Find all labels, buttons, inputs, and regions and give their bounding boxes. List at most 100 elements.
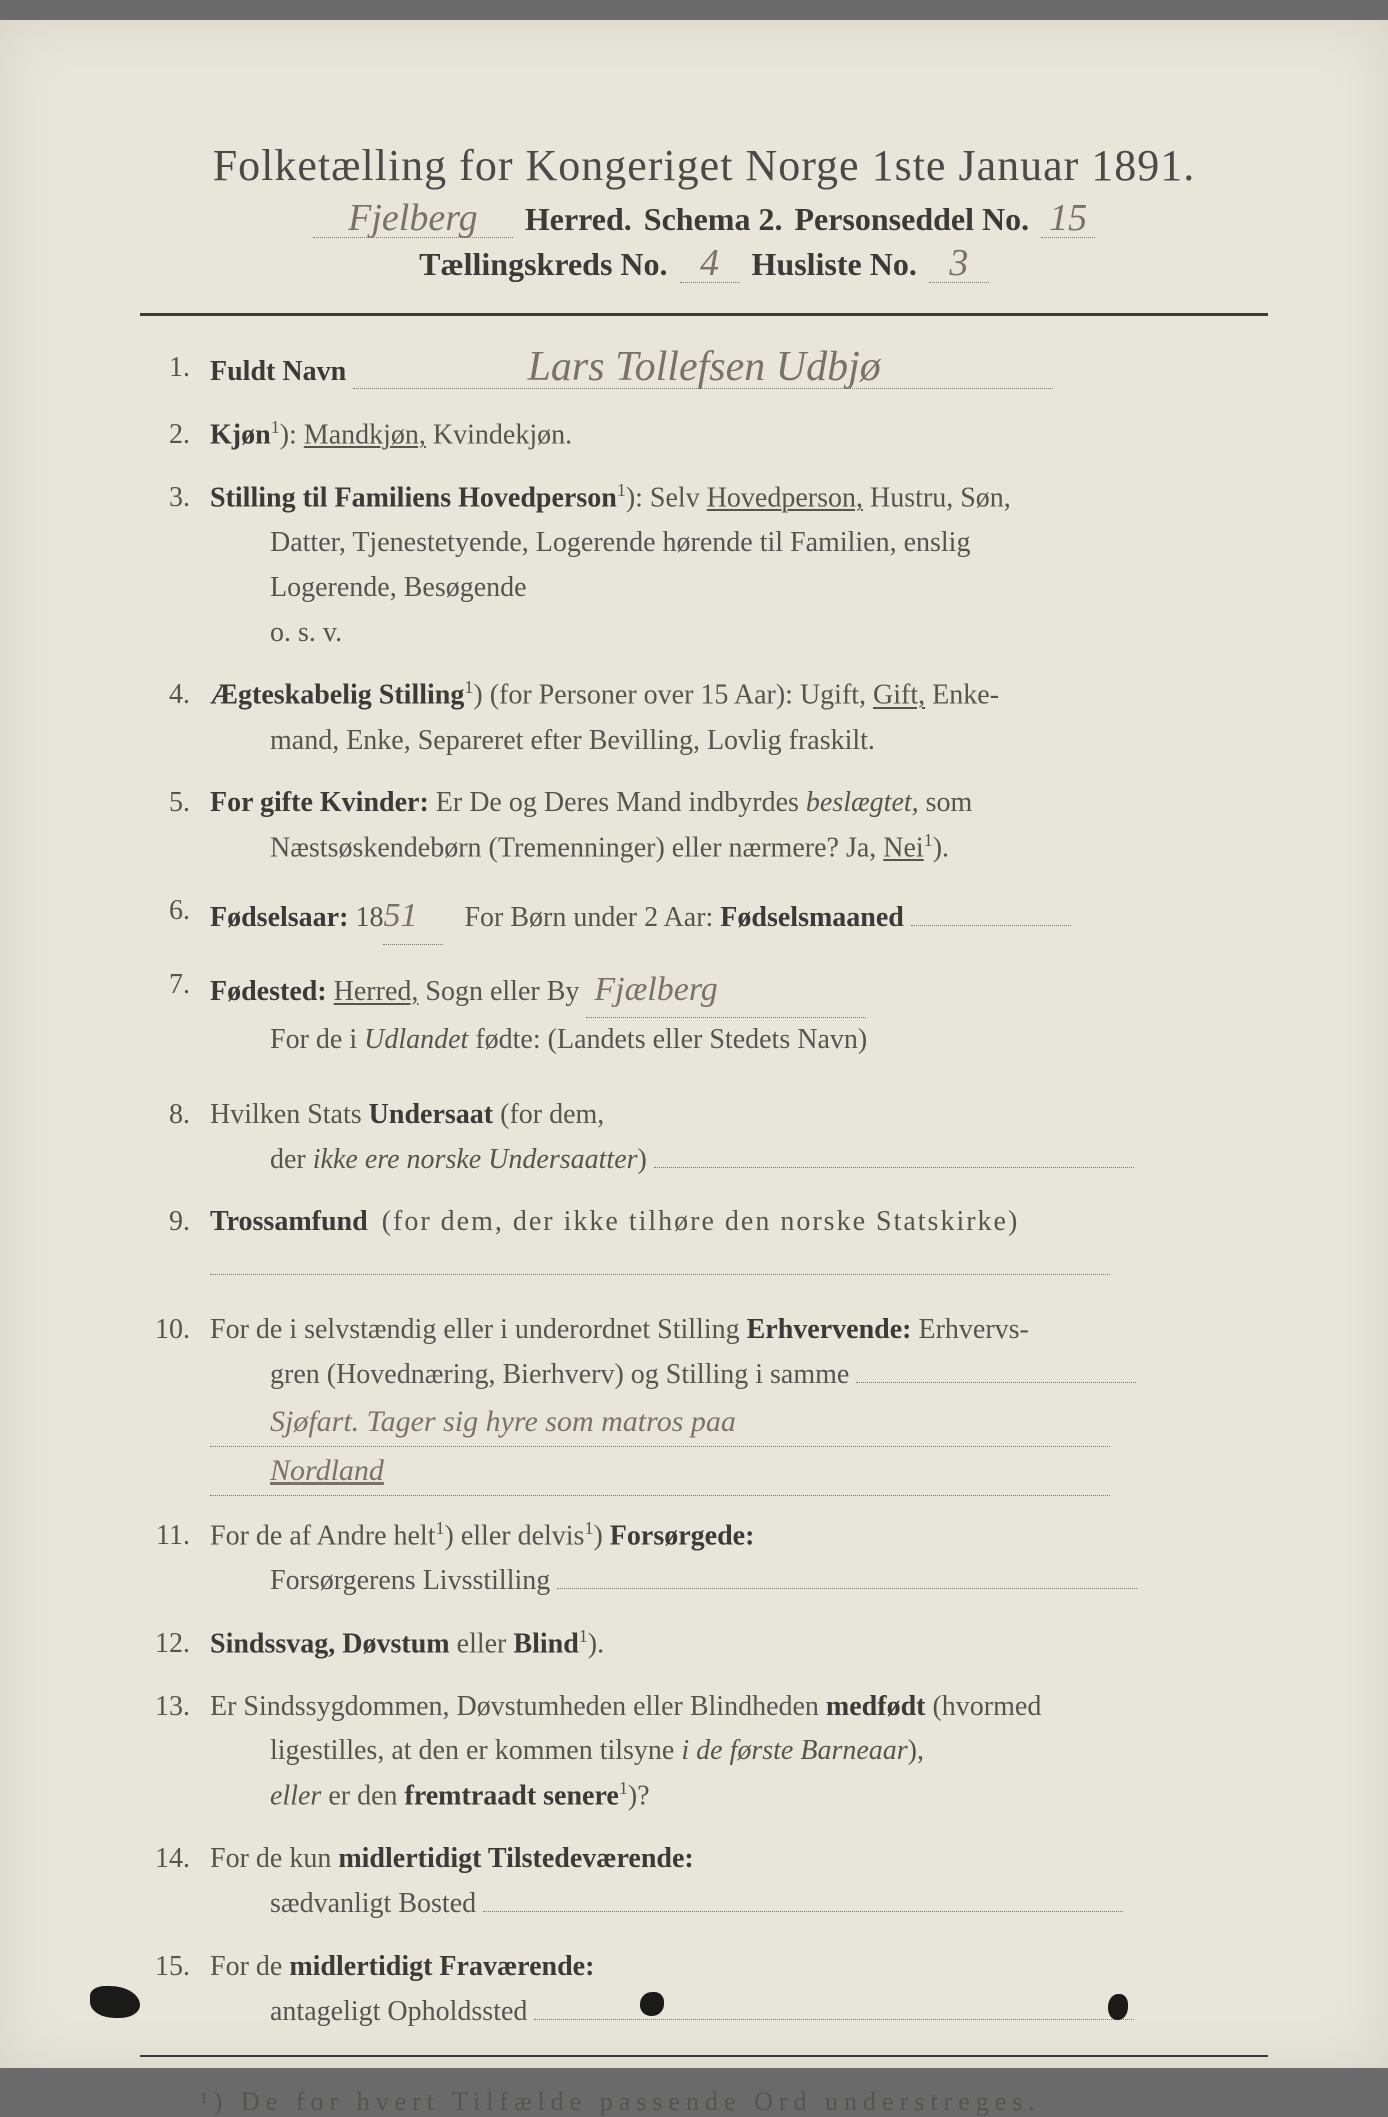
q7-ital: Udlandet	[364, 1024, 468, 1055]
schema-label: Schema 2.	[644, 201, 783, 238]
inkblot-icon	[640, 1992, 664, 2016]
q3-hoved: Hovedperson,	[707, 482, 863, 513]
q12-text: Sindssvag, Døvstum	[210, 1628, 450, 1659]
item-num: 3.	[140, 476, 210, 656]
q8-line2-wrap: der ikke ere norske Undersaatter)	[210, 1138, 1248, 1183]
q4-line2: mand, Enke, Separeret efter Bevilling, L…	[210, 719, 1248, 764]
q1-label: Fuldt Navn	[210, 356, 346, 387]
item-content: For de midlertidigt Fraværende: antageli…	[210, 1945, 1248, 2035]
q14-line2: sædvanligt Bosted	[270, 1888, 476, 1919]
q6-year-hand: 51	[383, 889, 443, 944]
item-num: 7.	[140, 963, 210, 1063]
item-12: 12. Sindssvag, Døvstum eller Blind1).	[140, 1622, 1248, 1667]
q15-bold: midlertidigt Fraværende:	[289, 1951, 594, 1982]
item-num: 8.	[140, 1093, 210, 1183]
q5-text2: som	[926, 787, 973, 818]
item-num: 14.	[140, 1837, 210, 1927]
q10-line2-wrap: gren (Hovednæring, Bierhverv) og Stillin…	[210, 1353, 1248, 1398]
q10-hand: Sjøfart. Tager sig hyre som matros paa	[210, 1398, 1110, 1447]
q11-text2: eller delvis	[461, 1520, 585, 1551]
q6-label2: Fødselsmaaned	[720, 902, 904, 933]
q10-line2: gren (Hovednæring, Bierhverv) og Stillin…	[270, 1359, 849, 1390]
q1-name-hand: Lars Tollefsen Udbjø	[353, 346, 1053, 389]
q3-selv: Selv	[650, 482, 700, 513]
q14-blank	[483, 1911, 1123, 1912]
item-content: For de af Andre helt1) eller delvis1) Fo…	[210, 1514, 1248, 1604]
item-3: 3. Stilling til Familiens Hovedperson1):…	[140, 476, 1248, 656]
item-4: 4. Ægteskabelig Stilling1) (for Personer…	[140, 673, 1248, 763]
item-content: Kjøn1): Mandkjøn, Kvindekjøn.	[210, 413, 1248, 458]
q10-hand2: Nordland	[210, 1447, 1110, 1496]
q14-text: For de kun	[210, 1843, 331, 1874]
herred-handwritten: Fjelberg	[313, 199, 513, 238]
item-num: 11.	[140, 1514, 210, 1604]
q2-kvindekjon: Kvindekjøn.	[433, 419, 572, 450]
q5-ja: Ja,	[846, 832, 876, 863]
herred-label: Herred.	[525, 201, 632, 238]
q7-label: Fødested:	[210, 976, 327, 1007]
q6-prefix: 18	[355, 902, 383, 933]
q2-label: Kjøn	[210, 419, 271, 450]
q4-enke: Enke-	[932, 680, 999, 711]
item-num: 13.	[140, 1685, 210, 1820]
q6-blank	[911, 925, 1071, 926]
item-content: Fuldt Navn Lars Tollefsen Udbjø	[210, 346, 1248, 395]
item-content: Er Sindssygdommen, Døvstumheden eller Bl…	[210, 1685, 1248, 1820]
item-1: 1. Fuldt Navn Lars Tollefsen Udbjø	[140, 346, 1248, 395]
personseddel-label: Personseddel No.	[794, 201, 1029, 238]
q12-text2: eller	[457, 1628, 507, 1659]
item-content: Trossamfund (for dem, der ikke tilhøre d…	[210, 1200, 1248, 1290]
q5-text: Er De og Deres Mand indbyrdes	[436, 787, 799, 818]
item-8: 8. Hvilken Stats Undersaat (for dem, der…	[140, 1093, 1248, 1183]
item-num: 10.	[140, 1308, 210, 1496]
q15-text: For de	[210, 1951, 282, 1982]
item-num: 2.	[140, 413, 210, 458]
q4-label: Ægteskabelig Stilling	[210, 680, 464, 711]
q13-line3a: eller	[270, 1781, 321, 1812]
subheader-line1: Fjelberg Herred. Schema 2. Personseddel …	[100, 199, 1308, 238]
item-content: Sindssvag, Døvstum eller Blind1).	[210, 1622, 1248, 1667]
q3-line3: Logerende, Besøgende	[210, 566, 1248, 611]
item-5: 5. For gifte Kvinder: Er De og Deres Man…	[140, 781, 1248, 871]
item-content: Fødested: Herred, Sogn eller By Fjælberg…	[210, 963, 1248, 1063]
inkblot-icon	[1108, 1994, 1128, 2020]
q11-line2-wrap: Forsørgerens Livsstilling	[210, 1559, 1248, 1604]
item-num: 4.	[140, 673, 210, 763]
q13-line3-wrap: eller er den fremtraadt senere1)?	[210, 1774, 1248, 1819]
item-7: 7. Fødested: Herred, Sogn eller By Fjælb…	[140, 963, 1248, 1063]
q11-line2: Forsørgerens Livsstilling	[270, 1565, 550, 1596]
item-content: For de i selvstændig eller i underordnet…	[210, 1308, 1248, 1496]
form-title: Folketælling for Kongeriget Norge 1ste J…	[100, 140, 1308, 191]
q4-paren: (for Personer over 15 Aar):	[490, 680, 793, 711]
item-num: 5.	[140, 781, 210, 871]
q10-text2: Erhvervs-	[918, 1314, 1028, 1345]
q13-ital: i de første Barneaar	[681, 1735, 907, 1766]
item-content: Stilling til Familiens Hovedperson1): Se…	[210, 476, 1248, 656]
q8-text2: (for dem,	[500, 1099, 604, 1130]
q7-place-hand: Fjælberg	[586, 963, 866, 1018]
item-num: 6.	[140, 889, 210, 944]
item-15: 15. For de midlertidigt Fraværende: anta…	[140, 1945, 1248, 2035]
q13-bold: medfødt	[826, 1691, 926, 1722]
personseddel-no: 15	[1041, 199, 1095, 238]
item-num: 9.	[140, 1200, 210, 1290]
item-13: 13. Er Sindssygdommen, Døvstumheden elle…	[140, 1685, 1248, 1820]
q15-line2-wrap: antageligt Opholdssted	[210, 1990, 1248, 2035]
q11-blank	[557, 1588, 1137, 1589]
form-items: 1. Fuldt Navn Lars Tollefsen Udbjø 2. Kj…	[100, 346, 1308, 2035]
q13-line2-wrap: ligestilles, at den er kommen tilsyne i …	[210, 1729, 1248, 1774]
q8-text: Hvilken Stats	[210, 1099, 362, 1130]
item-9: 9. Trossamfund (for dem, der ikke tilhør…	[140, 1200, 1248, 1290]
q4-gift: Gift,	[873, 680, 925, 711]
q5-nei: Nei	[883, 832, 923, 863]
q2-mandkjon: Mandkjøn,	[304, 419, 426, 450]
item-2: 2. Kjøn1): Mandkjøn, Kvindekjøn.	[140, 413, 1248, 458]
q3-line4: o. s. v.	[210, 611, 1248, 656]
q14-line2-wrap: sædvanligt Bosted	[210, 1882, 1248, 1927]
item-num: 12.	[140, 1622, 210, 1667]
q6-label: Fødselsaar:	[210, 902, 348, 933]
item-14: 14. For de kun midlertidigt Tilstedevære…	[140, 1837, 1248, 1927]
q15-line2: antageligt Opholdssted	[270, 1996, 527, 2027]
item-content: For de kun midlertidigt Tilstedeværende:…	[210, 1837, 1248, 1927]
item-num: 1.	[140, 346, 210, 395]
